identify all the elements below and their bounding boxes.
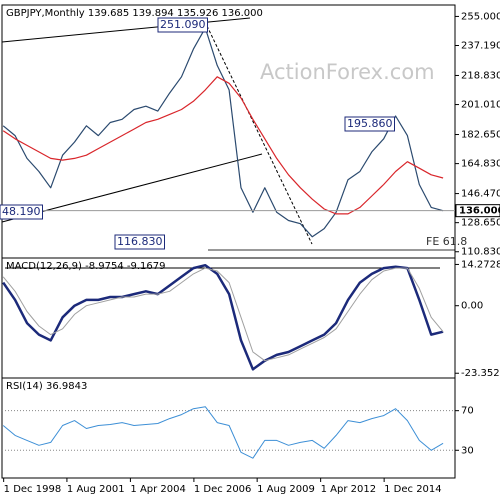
y-tick-label: -23.3524 bbox=[461, 368, 500, 379]
x-tick-label: 1 Aug 2009 bbox=[257, 484, 315, 495]
panel-title: GBPJPY,Monthly 139.685 139.894 135.926 1… bbox=[6, 8, 263, 19]
y-tick-label: 30 bbox=[461, 445, 474, 456]
y-tick-label: 255.000 bbox=[461, 11, 500, 22]
panel-title: MACD(12,26,9) -8.9754 -9.1679 bbox=[6, 261, 166, 272]
annotation: 48.190 bbox=[2, 205, 41, 218]
last-value-label: 136.000 bbox=[459, 206, 500, 217]
panel-title: RSI(14) 36.9843 bbox=[6, 381, 87, 392]
x-tick-label: 1 Apr 2004 bbox=[130, 484, 185, 495]
annotation: 251.090 bbox=[160, 18, 206, 31]
y-tick-label: 110.830 bbox=[461, 247, 500, 258]
annotation-box bbox=[114, 234, 165, 250]
y-tick-label: 182.650 bbox=[461, 130, 500, 141]
trend-line bbox=[1, 17, 251, 43]
y-tick-label: 146.470 bbox=[461, 189, 500, 200]
x-tick-label: 1 Aug 2001 bbox=[67, 484, 125, 495]
annotation: 195.860 bbox=[347, 117, 393, 130]
y-tick-label: 128.650 bbox=[461, 218, 500, 229]
series-line bbox=[2, 267, 444, 362]
projection-line bbox=[206, 25, 313, 245]
series-line bbox=[2, 406, 444, 459]
y-tick-label: 0.00 bbox=[461, 301, 483, 312]
y-tick-label: 14.2728 bbox=[461, 259, 500, 270]
x-tick-label: 1 Apr 2012 bbox=[321, 484, 376, 495]
y-tick-label: 237.190 bbox=[461, 40, 500, 51]
y-tick-label: 201.010 bbox=[461, 100, 500, 111]
annotation: 116.830 bbox=[117, 235, 163, 248]
series-line bbox=[2, 263, 444, 371]
watermark: ActionForex.com bbox=[260, 60, 435, 84]
x-tick-label: 1 Dec 2006 bbox=[194, 484, 252, 495]
last-value-box bbox=[455, 204, 500, 218]
panel-border bbox=[1, 377, 456, 479]
series-line bbox=[2, 76, 444, 215]
x-tick-label: 1 Dec 2014 bbox=[384, 484, 442, 495]
annotation-box bbox=[344, 116, 395, 132]
y-tick-label: 164.830 bbox=[461, 159, 500, 170]
y-tick-label: 70 bbox=[461, 406, 474, 417]
annotation: FE 61.8 bbox=[426, 235, 467, 248]
y-tick-label: 218.830 bbox=[461, 70, 500, 81]
x-tick-label: 1 Dec 1998 bbox=[4, 484, 62, 495]
annotation-box bbox=[0, 204, 43, 220]
annotation-box bbox=[157, 17, 208, 33]
series-line bbox=[2, 27, 444, 238]
